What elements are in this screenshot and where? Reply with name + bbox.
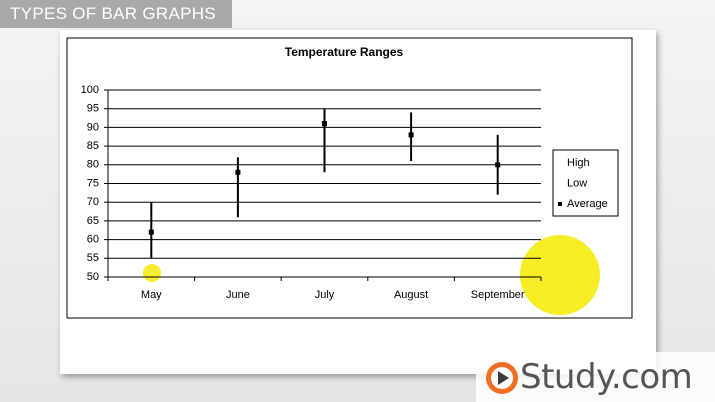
- y-tick-label: 90: [87, 121, 99, 133]
- y-tick-label: 55: [87, 252, 99, 264]
- y-tick-label: 50: [87, 271, 99, 283]
- y-tick-label: 60: [87, 234, 99, 246]
- x-tick-label: May: [141, 289, 162, 301]
- legend-label: High: [567, 157, 590, 169]
- y-tick-label: 100: [81, 84, 99, 96]
- x-tick-label: July: [315, 289, 335, 301]
- cursor-highlight: [143, 264, 161, 282]
- y-tick-label: 70: [87, 196, 99, 208]
- slide-banner: TYPES OF BAR GRAPHS: [0, 0, 232, 28]
- x-tick-label: June: [226, 289, 250, 301]
- average-marker: [235, 169, 241, 175]
- legend-marker: [558, 202, 562, 206]
- logo: Study.com: [476, 352, 715, 402]
- chart-title: Temperature Ranges: [285, 45, 404, 59]
- y-tick-label: 80: [87, 159, 99, 171]
- y-tick-label: 75: [87, 177, 99, 189]
- x-tick-label: September: [471, 289, 525, 301]
- average-marker: [148, 229, 154, 235]
- cursor-highlight: [520, 235, 600, 315]
- legend-label: Low: [567, 177, 587, 189]
- y-tick-label: 85: [87, 140, 99, 152]
- y-tick-label: 65: [87, 215, 99, 227]
- average-marker: [495, 162, 501, 168]
- average-marker: [408, 132, 414, 138]
- legend-box: [552, 149, 619, 217]
- y-tick-label: 95: [87, 103, 99, 115]
- x-tick-label: August: [394, 289, 428, 301]
- logo-text: Study.com: [520, 357, 693, 397]
- legend-label: Average: [567, 198, 608, 210]
- average-marker: [322, 121, 327, 127]
- logo-icon: [486, 362, 518, 394]
